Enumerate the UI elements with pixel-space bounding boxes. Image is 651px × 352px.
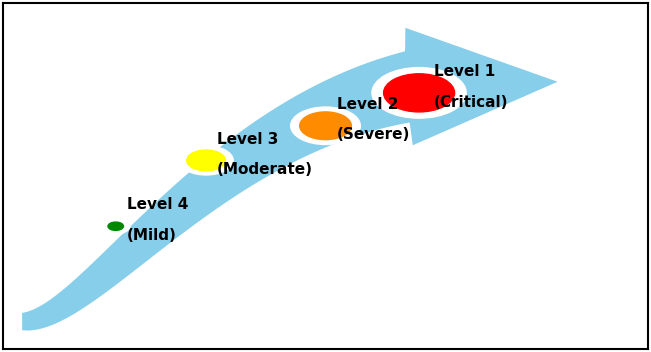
Text: Level 1: Level 1	[434, 64, 495, 79]
Circle shape	[383, 74, 454, 112]
Text: (Mild): (Mild)	[127, 228, 176, 243]
Text: Level 3: Level 3	[217, 132, 279, 146]
Circle shape	[290, 107, 361, 144]
Text: (Severe): (Severe)	[337, 127, 411, 143]
Text: Level 2: Level 2	[337, 97, 398, 112]
Text: Level 4: Level 4	[127, 197, 188, 212]
Text: (Moderate): (Moderate)	[217, 162, 313, 177]
Polygon shape	[22, 28, 558, 331]
Circle shape	[299, 112, 352, 140]
Circle shape	[187, 150, 225, 171]
Text: (Critical): (Critical)	[434, 95, 508, 109]
Circle shape	[108, 222, 124, 231]
Circle shape	[102, 219, 130, 234]
Circle shape	[372, 68, 466, 118]
Circle shape	[179, 146, 233, 175]
